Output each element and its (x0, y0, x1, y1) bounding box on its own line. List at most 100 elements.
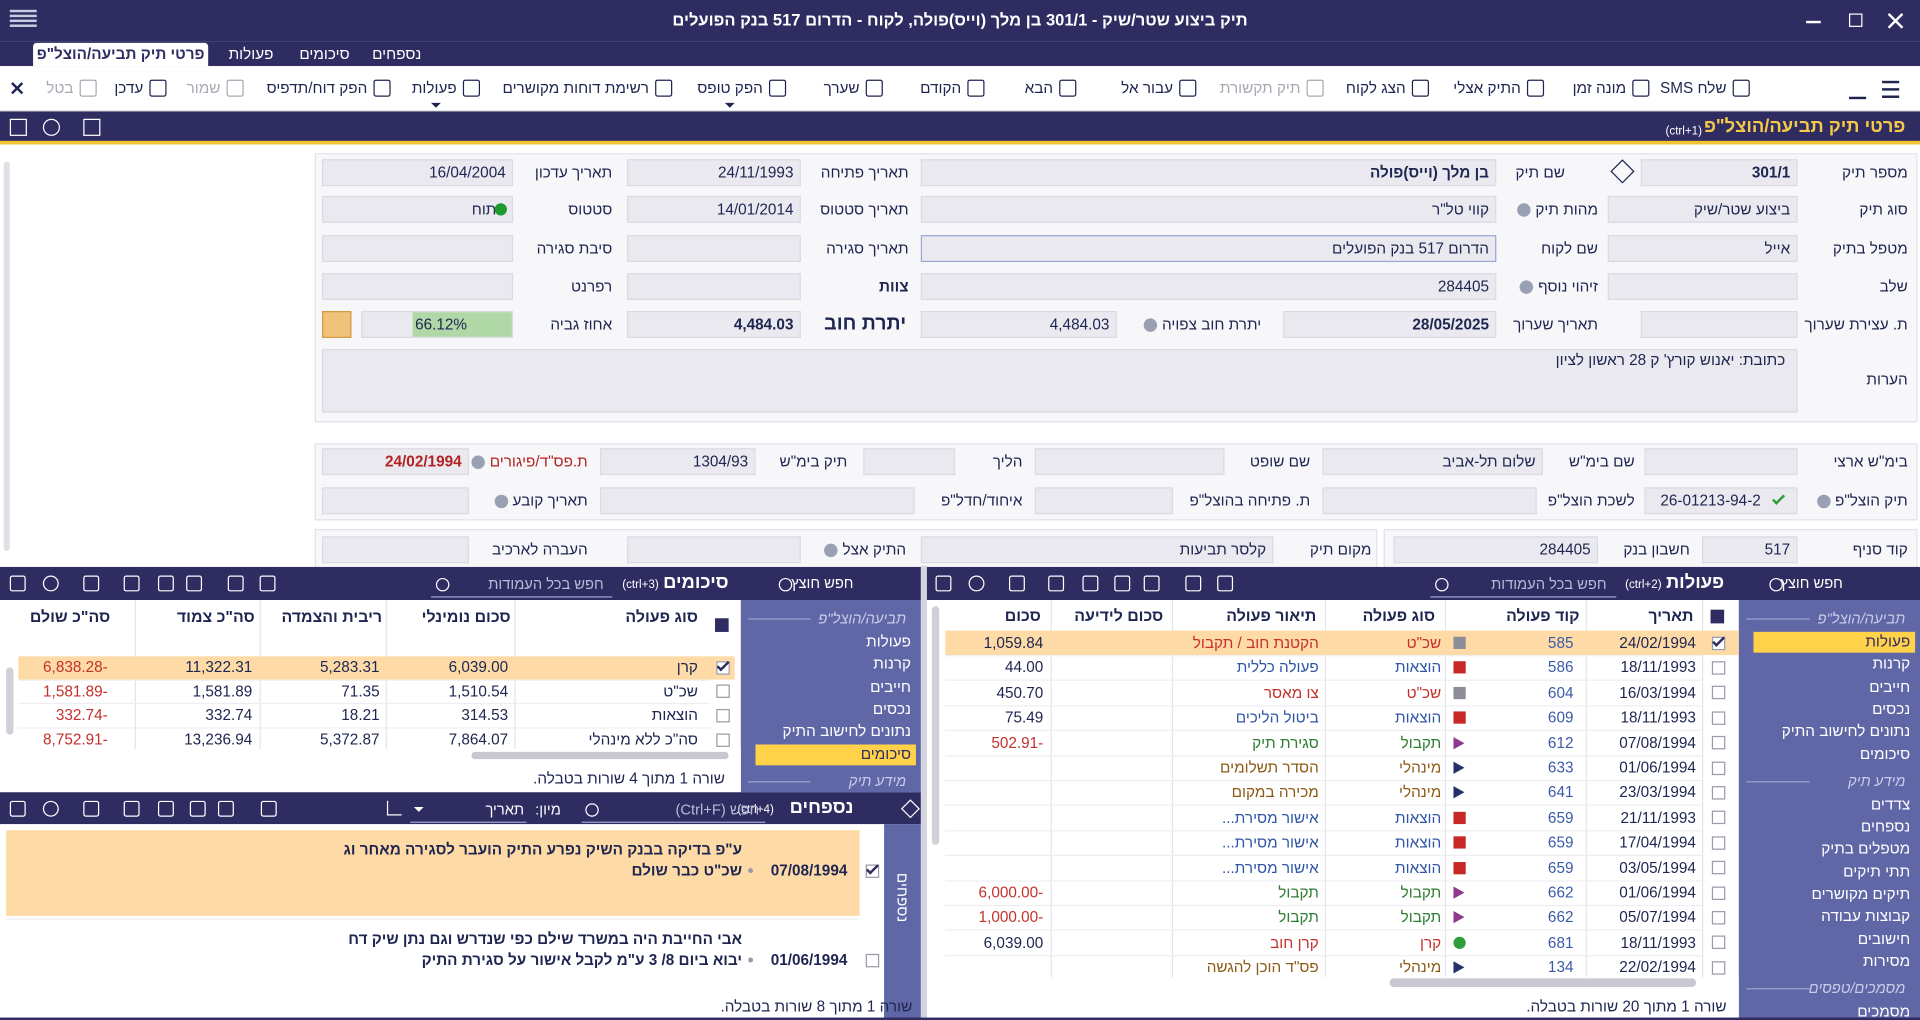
toolbar-button[interactable]: מונה זמן (1572, 79, 1627, 97)
search-input[interactable]: חפש בכל העמודות (1491, 575, 1607, 593)
field-box[interactable] (626, 235, 801, 263)
toolbar-button[interactable]: שלח SMS (1660, 79, 1727, 97)
panel-tool[interactable] (1143, 574, 1160, 591)
row-checkbox[interactable] (716, 660, 730, 675)
row-checkbox[interactable] (1711, 935, 1726, 950)
panel-tool[interactable] (157, 574, 174, 591)
field-box[interactable] (322, 448, 469, 476)
panel-tool[interactable] (1082, 574, 1099, 591)
header-icon[interactable] (9, 118, 27, 136)
toolbar-button[interactable]: עדכן (114, 79, 144, 97)
panel-tool[interactable] (42, 800, 59, 817)
sort-select[interactable]: תאריך (485, 800, 525, 818)
row-checkbox[interactable] (1711, 810, 1726, 825)
nav-item[interactable]: תיקים מקושרים (1811, 885, 1911, 903)
row-checkbox[interactable] (1711, 785, 1726, 800)
tab-search[interactable]: חפש חוצץ (791, 574, 854, 592)
field-box[interactable] (322, 273, 514, 301)
row-checkbox[interactable] (1711, 761, 1726, 775)
row-checkbox[interactable] (1711, 860, 1726, 875)
field-box[interactable] (322, 235, 514, 263)
field-box[interactable] (920, 536, 1274, 564)
panel-tool[interactable] (1048, 574, 1065, 591)
toolbar-button[interactable]: הקודם (920, 79, 962, 97)
field-box[interactable] (1640, 311, 1798, 338)
field-box[interactable] (863, 448, 956, 476)
row-checkbox[interactable] (1711, 910, 1726, 925)
nav-item[interactable]: קרנות (1872, 655, 1911, 673)
nav-item[interactable]: חייבים (1869, 677, 1911, 696)
help-icon[interactable] (471, 455, 485, 470)
nav-item[interactable]: נתונים לחישוב התיק (1781, 722, 1911, 740)
toolbar-button[interactable]: התיק אצלי (1453, 79, 1521, 97)
panel-tool[interactable] (9, 574, 26, 591)
panel-tool[interactable] (83, 574, 100, 591)
help-icon[interactable] (1519, 280, 1534, 295)
nav-item[interactable]: סיכומים (860, 745, 912, 763)
row-checkbox[interactable] (1711, 885, 1726, 900)
field-box[interactable] (322, 536, 469, 564)
nav-item[interactable]: נכסים (1872, 700, 1911, 718)
panel-tool[interactable] (123, 574, 140, 591)
minimize[interactable] (1806, 20, 1821, 24)
field-box[interactable] (626, 311, 801, 338)
tab-search[interactable]: חפש חוצץ (1780, 574, 1843, 592)
toolbar-button[interactable]: רשימת דוחות מקושרים (502, 79, 649, 97)
panel-tool[interactable] (1185, 574, 1202, 591)
help-icon[interactable] (494, 494, 508, 509)
field-box[interactable] (626, 195, 801, 223)
panel-tool[interactable] (260, 800, 277, 817)
row-checkbox[interactable] (1711, 736, 1726, 750)
row-checkbox[interactable] (1711, 686, 1726, 700)
panel-tool[interactable] (1217, 574, 1234, 591)
toolbar-button[interactable]: שערך (823, 79, 860, 97)
toolbar-button[interactable]: עבור אל (1121, 79, 1174, 97)
header-icon[interactable] (83, 118, 101, 136)
toolbar-button[interactable]: הבא (1024, 79, 1054, 97)
tab[interactable]: פרטי תיק תביעה/הוצל"פ (33, 42, 209, 67)
header-icon[interactable] (42, 118, 61, 136)
field-box[interactable] (322, 159, 514, 187)
field-box[interactable] (600, 487, 915, 515)
panel-tool[interactable] (83, 800, 100, 817)
field-box[interactable] (1393, 536, 1598, 564)
panel-tool[interactable] (42, 574, 59, 591)
row-checkbox[interactable] (716, 732, 730, 747)
toolbar-button[interactable]: הצג לקוח (1345, 79, 1406, 97)
nav-item[interactable]: נתונים לחישוב התיק (782, 722, 912, 740)
field-box[interactable] (322, 195, 514, 223)
nav-item[interactable]: תתי תיקים (1843, 862, 1911, 881)
field-box[interactable] (1034, 448, 1225, 476)
collect-button[interactable] (322, 311, 352, 338)
panel-tool[interactable] (189, 800, 206, 817)
toolbar-button[interactable]: הפק דוח/תדפיס (266, 79, 368, 97)
field-box[interactable] (1607, 273, 1798, 301)
toolbar-button[interactable]: הפק טופס (697, 79, 763, 97)
field-box[interactable] (1322, 487, 1537, 515)
field-box[interactable] (1607, 235, 1798, 263)
panel-tool[interactable] (935, 574, 952, 591)
nav-item[interactable]: פעולות (866, 633, 912, 651)
help-icon[interactable] (824, 543, 838, 558)
row-checkbox[interactable] (865, 953, 880, 967)
panel-tool[interactable] (123, 800, 140, 817)
row-checkbox[interactable] (1711, 835, 1726, 850)
search-input[interactable]: חפש בכל העמודות (488, 575, 604, 593)
nav-item[interactable]: סיכומים (1859, 745, 1911, 763)
nav-item[interactable]: מסמכים (1857, 1003, 1911, 1020)
field-box[interactable] (1702, 536, 1798, 564)
nav-item[interactable]: פעולות (1865, 633, 1911, 651)
panel-tool[interactable] (1114, 574, 1131, 591)
nav-item[interactable]: מסירות (1862, 952, 1911, 970)
nav-item[interactable]: נספחים (1860, 818, 1911, 836)
field-box[interactable] (920, 159, 1497, 187)
field-box[interactable] (920, 311, 1117, 338)
field-box[interactable] (920, 195, 1497, 223)
nav-item[interactable]: קרנות (873, 655, 912, 673)
row-checkbox[interactable] (1711, 636, 1726, 650)
help-icon[interactable] (1516, 203, 1531, 217)
field-box[interactable] (626, 273, 801, 301)
vertical-tab-label[interactable]: נספחים (893, 872, 912, 923)
row-checkbox[interactable] (716, 708, 730, 723)
field-box[interactable] (1607, 195, 1798, 223)
